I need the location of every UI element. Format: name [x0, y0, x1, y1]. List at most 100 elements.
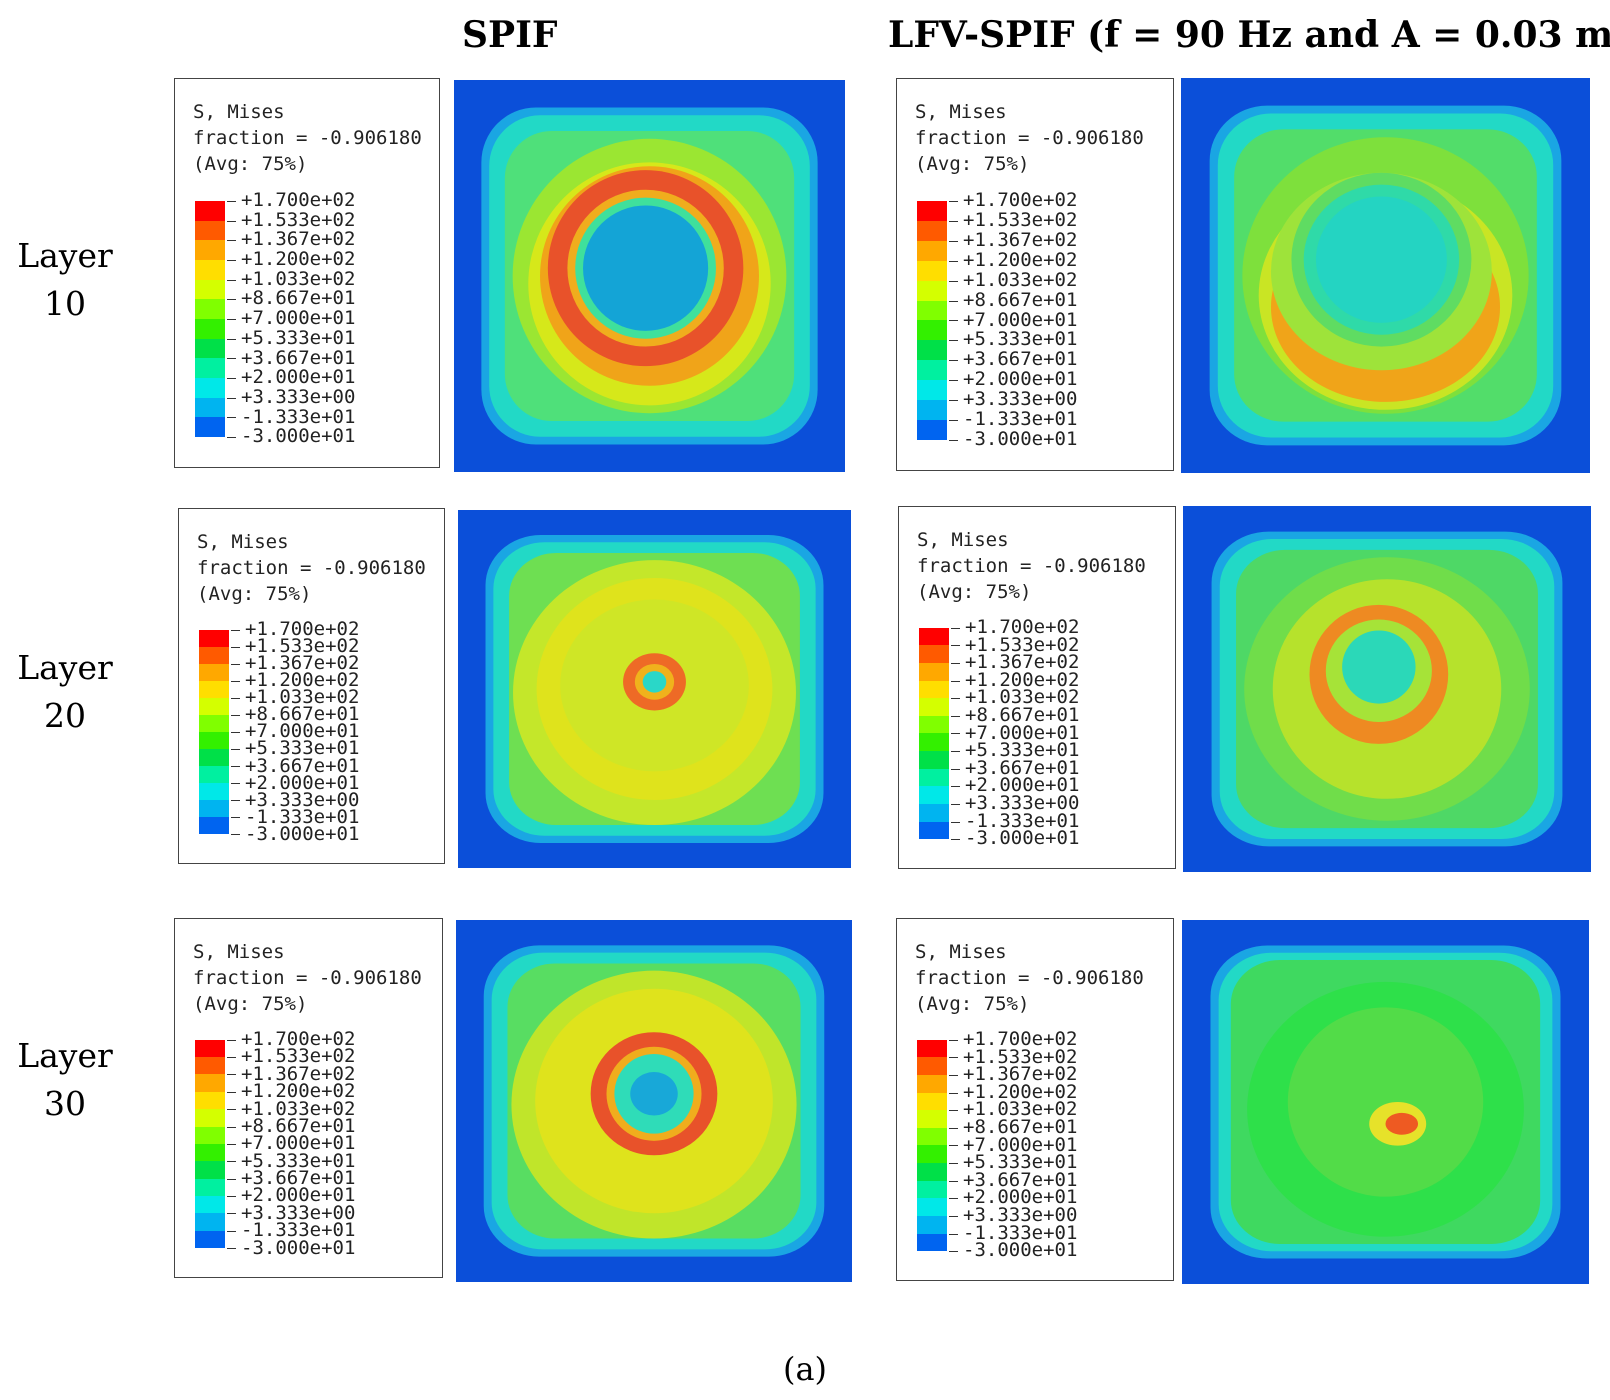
legend-color-swatch — [917, 1057, 947, 1076]
legend-tick-labels: +1.700e+02 +1.533e+02 +1.367e+02 +1.200e+02… — [227, 190, 355, 447]
legend-color-swatch — [199, 680, 229, 698]
legend-tick-label: +3.333e+00 — [949, 1206, 1077, 1225]
legend-color-swatch — [917, 320, 947, 341]
legend-header: S, Mises fraction = -0.906180 (Avg: 75%) — [917, 527, 1146, 605]
legend-variable: S, Mises — [915, 101, 1007, 123]
legend-tick-label: +8.667e+01 — [227, 1116, 355, 1136]
legend-color-swatch — [195, 220, 225, 241]
legend-color-bar — [195, 1039, 225, 1249]
legend-tick-label: +1.200e+02 — [227, 1081, 355, 1101]
legend-color-swatch — [917, 280, 947, 301]
legend-variable: S, Mises — [193, 941, 285, 963]
legend-avg: (Avg: 75%) — [915, 153, 1030, 175]
legend-tick-label: +1.200e+02 — [951, 671, 1079, 690]
legend-spif-layer-20: S, Mises fraction = -0.906180 (Avg: 75%) +1… — [178, 508, 445, 864]
legend-color-swatch — [199, 714, 229, 732]
legend-tick-label: +1.700e+02 — [231, 619, 359, 639]
legend-tick-label: +3.667e+01 — [227, 1168, 355, 1188]
contour-plot-spif-layer-10 — [454, 80, 845, 472]
legend-tick-label: +1.033e+02 — [231, 688, 359, 707]
legend-tick-label: -3.000e+01 — [949, 1241, 1077, 1260]
legend-color-swatch — [195, 1230, 225, 1249]
legend-color-bar — [195, 200, 225, 438]
legend-tick-label: -3.000e+01 — [227, 1238, 355, 1257]
row-label-layer-20: Layer 20 — [0, 644, 130, 740]
legend-tick-labels: +1.700e+02 +1.533e+02 +1.367e+02 +1.200e+02… — [949, 1030, 1077, 1260]
legend-color-swatch — [195, 279, 225, 300]
legend-header: S, Mises fraction = -0.906180 (Avg: 75%) — [193, 99, 422, 177]
legend-tick-label: -1.333e+01 — [227, 1220, 355, 1240]
legend-tick-label: +5.333e+01 — [949, 330, 1077, 350]
legend-avg: (Avg: 75%) — [915, 993, 1030, 1015]
legend-tick-label: -3.000e+01 — [949, 429, 1077, 450]
legend-color-swatch — [919, 751, 949, 769]
legend-color-swatch — [199, 800, 229, 818]
legend-color-swatch — [919, 786, 949, 804]
legend-tick-label: +1.700e+02 — [951, 618, 1079, 637]
legend-color-swatch — [917, 1039, 947, 1058]
legend-tick-label: +1.033e+02 — [951, 688, 1079, 707]
legend-tick-label: +7.000e+01 — [951, 723, 1079, 743]
legend-avg: (Avg: 75%) — [197, 583, 312, 605]
legend-color-swatch — [195, 259, 225, 280]
legend-color-swatch — [199, 817, 229, 835]
contour-plot-spif-layer-30 — [456, 920, 852, 1282]
legend-color-swatch — [917, 1127, 947, 1146]
legend-tick-label: +1.533e+02 — [227, 210, 355, 231]
legend-tick-label: +2.000e+01 — [949, 1188, 1077, 1207]
legend-tick-label: +2.000e+01 — [949, 369, 1077, 390]
legend-header: S, Mises fraction = -0.906180 (Avg: 75%) — [915, 939, 1144, 1017]
legend-color-swatch — [919, 698, 949, 716]
legend-color-swatch — [917, 300, 947, 321]
legend-color-swatch — [919, 733, 949, 752]
legend-tick-label: -1.333e+01 — [949, 1223, 1077, 1243]
legend-tick-label: +1.533e+02 — [227, 1047, 355, 1066]
legend-tick-label: +1.533e+02 — [951, 635, 1079, 655]
legend-tick-label: +1.533e+02 — [231, 637, 359, 656]
legend-tick-label: +8.667e+01 — [227, 289, 355, 309]
legend-tick-label: +8.667e+01 — [951, 706, 1079, 725]
legend-tick-label: +1.533e+02 — [949, 210, 1077, 231]
legend-color-swatch — [195, 240, 225, 260]
row-label-layer-30: Layer 30 — [0, 1032, 130, 1128]
legend-tick-label: +8.667e+01 — [949, 290, 1077, 311]
legend-color-swatch — [919, 803, 949, 822]
legend-avg: (Avg: 75%) — [193, 993, 308, 1015]
legend-tick-label: +3.667e+01 — [951, 759, 1079, 778]
legend-color-swatch — [917, 1215, 947, 1234]
legend-color-swatch — [195, 1109, 225, 1127]
legend-color-swatch — [919, 645, 949, 664]
legend-color-swatch — [195, 1161, 225, 1179]
legend-color-swatch — [917, 1075, 947, 1093]
legend-tick-label: +5.333e+01 — [231, 739, 359, 758]
column-title-lfv-spif: LFV-SPIF (f = 90 Hz and A = 0.03 mm) — [888, 14, 1610, 56]
legend-variable: S, Mises — [197, 531, 289, 553]
legend-color-swatch — [917, 340, 947, 361]
legend-color-swatch — [199, 697, 229, 715]
legend-tick-label: +1.700e+02 — [227, 190, 355, 211]
legend-tick-labels: +1.700e+02 +1.533e+02 +1.367e+02 +1.200e+02… — [949, 190, 1077, 450]
legend-tick-label: +1.367e+02 — [949, 230, 1077, 251]
legend-tick-label: +5.333e+01 — [227, 1151, 355, 1170]
legend-tick-label: -1.333e+01 — [951, 811, 1079, 831]
legend-tick-label: -3.000e+01 — [231, 824, 359, 843]
legend-tick-label: +2.000e+01 — [227, 1186, 355, 1205]
legend-header: S, Mises fraction = -0.906180 (Avg: 75%) — [915, 99, 1144, 177]
legend-color-swatch — [195, 1039, 225, 1058]
legend-fraction: fraction = -0.906180 — [197, 557, 426, 579]
legend-color-swatch — [195, 1126, 225, 1144]
legend-tick-label: -3.000e+01 — [951, 829, 1079, 848]
legend-tick-label: +1.367e+02 — [951, 653, 1079, 672]
legend-color-swatch — [199, 731, 229, 749]
legend-tick-label: +1.200e+02 — [949, 250, 1077, 271]
legend-avg: (Avg: 75%) — [917, 581, 1032, 603]
legend-tick-label: +3.667e+01 — [949, 349, 1077, 370]
legend-color-swatch — [917, 1233, 947, 1252]
legend-tick-label: +1.367e+02 — [227, 230, 355, 250]
legend-tick-label: +1.200e+02 — [231, 671, 359, 690]
legend-variable: S, Mises — [193, 101, 285, 123]
legend-fraction: fraction = -0.906180 — [193, 967, 422, 989]
legend-tick-label: +8.667e+01 — [949, 1118, 1077, 1137]
legend-color-swatch — [917, 1110, 947, 1128]
legend-color-swatch — [195, 1074, 225, 1092]
